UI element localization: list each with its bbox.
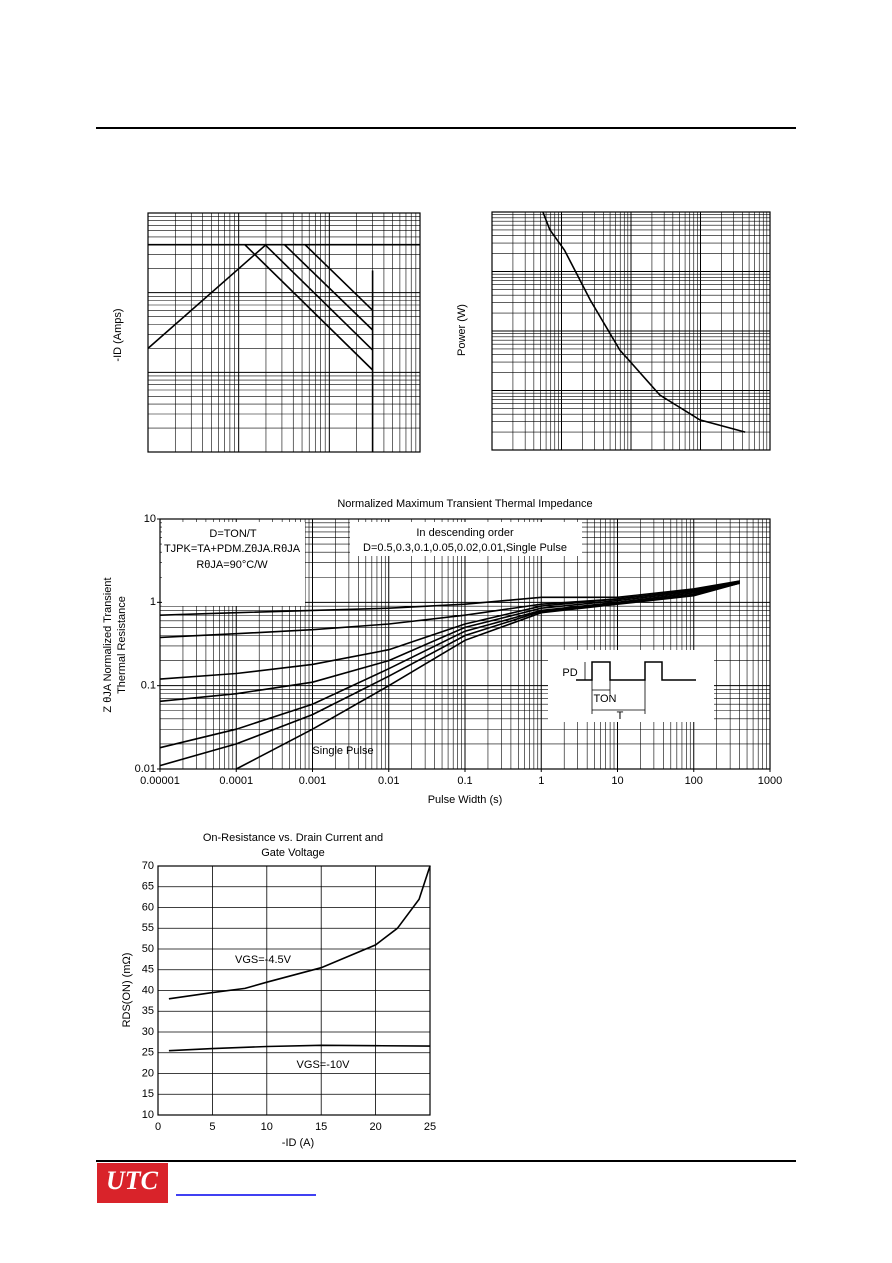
annotation: PD xyxy=(562,667,577,679)
series-line xyxy=(235,582,740,770)
annotation: D=TON/T xyxy=(209,528,256,540)
logo-box xyxy=(97,1163,168,1203)
plot-frame xyxy=(491,211,771,451)
y-tick-label: 50 xyxy=(142,943,154,955)
x-axis-label: -ID (A) xyxy=(282,1137,314,1149)
y-tick-label: 15 xyxy=(142,1088,154,1100)
x-tick-label: 0.0001 xyxy=(219,775,253,787)
annotation: T xyxy=(617,710,624,722)
x-tick-label: 0.001 xyxy=(299,775,327,787)
series-line xyxy=(159,581,740,680)
logo: UTC xyxy=(106,1166,159,1195)
y-tick-label: 10 xyxy=(144,513,156,525)
x-tick-label: 10 xyxy=(261,1121,273,1133)
series-line xyxy=(159,582,740,749)
annotation: Single Pulse xyxy=(312,745,373,757)
x-tick-label: 100 xyxy=(685,775,703,787)
legend-box xyxy=(350,522,582,556)
y-tick-label: 10 xyxy=(142,1109,154,1121)
x-tick-label: 1000 xyxy=(758,775,782,787)
y-tick-label: 0.1 xyxy=(141,680,156,692)
chart-title: Gate Voltage xyxy=(261,847,325,859)
annotation: RθJA=90°C/W xyxy=(196,559,268,571)
x-tick-label: 1 xyxy=(538,775,544,787)
pulse-dim xyxy=(584,662,646,714)
annotation: VGS=-10V xyxy=(297,1059,351,1071)
x-axis-label: Pulse Width (s) xyxy=(428,794,503,806)
annotation: TON xyxy=(593,693,616,705)
y-tick-label: 30 xyxy=(142,1026,154,1038)
series-line xyxy=(304,244,374,311)
series-line xyxy=(168,865,431,1000)
y-tick-label: 55 xyxy=(142,922,154,934)
chart-title: On-Resistance vs. Drain Current and xyxy=(203,832,383,844)
annotation: D=0.5,0.3,0.1,0.05,0.02,0.01,Single Puls… xyxy=(363,542,567,554)
y-tick-label: 20 xyxy=(142,1067,154,1079)
inset-box xyxy=(548,650,714,722)
y-axis-label: Z θJA Normalized Transient xyxy=(102,577,114,712)
legend-box xyxy=(162,522,305,606)
series-line xyxy=(147,244,267,350)
x-tick-label: 15 xyxy=(315,1121,327,1133)
y-axis-label: -ID (Amps) xyxy=(112,308,124,361)
y-tick-label: 35 xyxy=(142,1005,154,1017)
y-tick-label: 25 xyxy=(142,1047,154,1059)
series-line xyxy=(159,582,740,767)
pulse-wave xyxy=(576,661,696,681)
y-axis-label: Thermal Resistance xyxy=(116,596,128,694)
y-tick-label: 60 xyxy=(142,901,154,913)
x-tick-label: 0.00001 xyxy=(140,775,180,787)
x-tick-label: 10 xyxy=(611,775,623,787)
series-line xyxy=(283,244,374,331)
y-axis-label: Power (W) xyxy=(456,304,468,356)
plot-frame xyxy=(147,212,421,453)
x-tick-label: 0.1 xyxy=(457,775,472,787)
chart-title: Normalized Maximum Transient Thermal Imp… xyxy=(337,498,592,510)
y-tick-label: 70 xyxy=(142,860,154,872)
x-tick-label: 0.01 xyxy=(378,775,399,787)
series-line xyxy=(168,1044,431,1052)
series-line xyxy=(244,244,374,371)
annotation: TJPK=TA+PDM.ZθJA.RθJA xyxy=(164,543,301,555)
y-tick-label: 40 xyxy=(142,984,154,996)
y-tick-label: 65 xyxy=(142,881,154,893)
series-line xyxy=(159,581,740,703)
x-tick-label: 25 xyxy=(424,1121,436,1133)
series-line xyxy=(542,211,746,433)
plot-frame xyxy=(159,518,771,770)
plot-frame xyxy=(157,865,431,1116)
annotation: In descending order xyxy=(416,527,514,539)
series-line xyxy=(264,244,374,351)
y-tick-label: 45 xyxy=(142,964,154,976)
y-tick-label: 0.01 xyxy=(135,763,156,775)
y-tick-label: 1 xyxy=(150,596,156,608)
series-line xyxy=(159,580,740,616)
annotation: VGS=-4.5V xyxy=(235,954,292,966)
x-tick-label: 20 xyxy=(369,1121,381,1133)
y-axis-label: RDS(ON) (mΩ) xyxy=(121,953,133,1028)
x-tick-label: 5 xyxy=(209,1121,215,1133)
x-tick-label: 0 xyxy=(155,1121,161,1133)
